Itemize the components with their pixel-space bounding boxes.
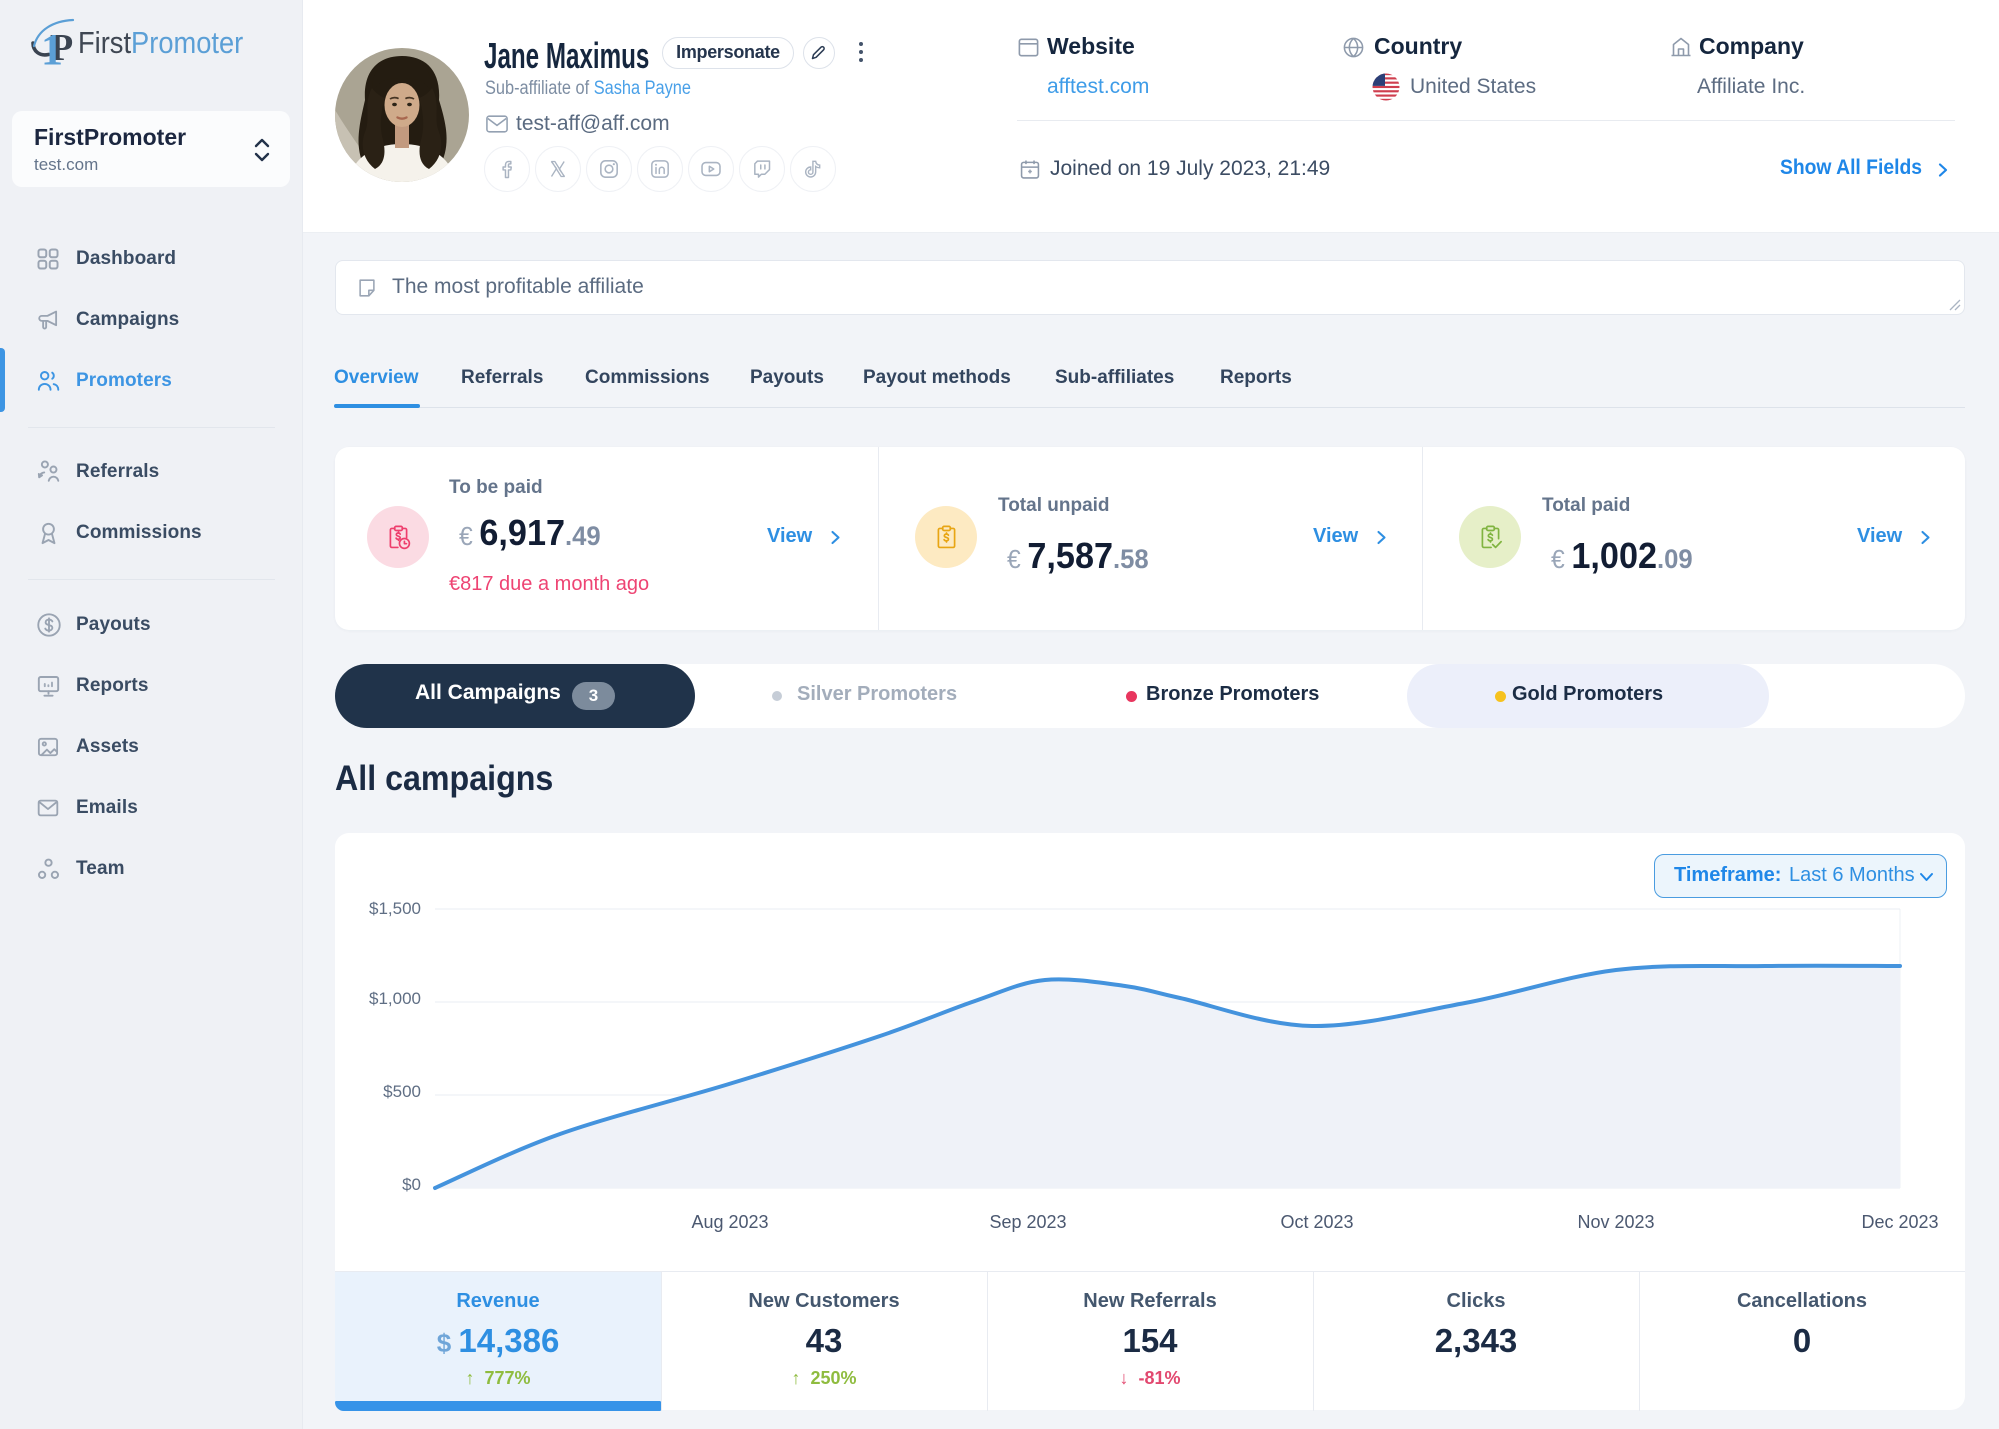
svg-text:P: P: [50, 27, 73, 68]
svg-text:1: 1: [41, 25, 63, 68]
